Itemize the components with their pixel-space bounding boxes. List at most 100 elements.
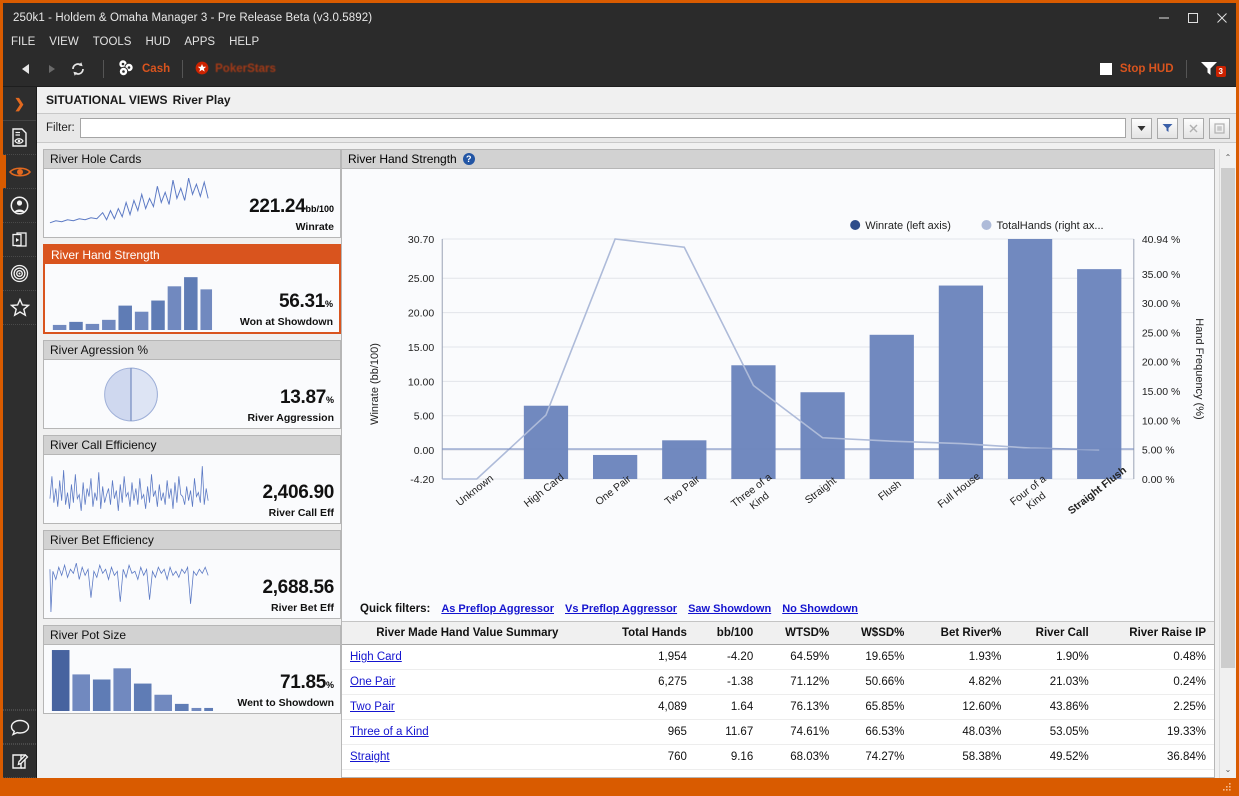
stat-card-value: 71.85	[279, 672, 326, 693]
minimize-icon[interactable]	[1149, 3, 1178, 32]
table-row[interactable]: One Pair 6,275 -1.38 71.12% 50.66% 4.82% 21.03…	[342, 669, 1214, 695]
quick-filter-as-preflop-aggressor[interactable]: As Preflop Aggressor	[441, 603, 554, 615]
table-cell-hand-link[interactable]: Two Pair	[342, 694, 593, 720]
menu-item-help[interactable]: HELP	[229, 36, 260, 48]
help-icon[interactable]: ?	[462, 153, 475, 165]
cash-game-selector[interactable]: Cash	[116, 58, 170, 80]
table-cell: -4.20	[694, 644, 762, 670]
chat-icon[interactable]	[3, 710, 36, 744]
menu-item-hud[interactable]: HUD	[145, 36, 171, 48]
column-header-bet-river[interactable]: Bet River%	[912, 622, 1010, 645]
eye-icon[interactable]	[3, 155, 36, 189]
star-icon[interactable]	[3, 291, 36, 325]
scrollbar-thumb[interactable]	[1221, 168, 1235, 668]
replayer-icon[interactable]	[3, 223, 36, 257]
stat-card-title: River Hole Cards	[44, 150, 340, 169]
table-header-row: River Made Hand Value Summary Total Hand…	[342, 622, 1214, 645]
menu-item-view[interactable]: VIEW	[49, 36, 79, 48]
stat-card-river-bet-efficiency[interactable]: River Bet Efficiency 2,688.56 River Bet …	[43, 530, 341, 619]
quick-filter-vs-preflop-aggressor[interactable]: Vs Preflop Aggressor	[565, 603, 678, 615]
column-header-total-hands[interactable]: Total Hands	[592, 622, 695, 645]
stat-card-river-aggression[interactable]: River Agression % 13.87%	[43, 340, 341, 429]
stat-card-subtitle: Winrate	[295, 221, 334, 233]
stat-card-title: River Pot Size	[44, 626, 340, 645]
menu-item-file[interactable]: FILE	[11, 36, 36, 48]
noise-sparkline-chart	[48, 458, 214, 521]
target-icon[interactable]	[3, 257, 36, 291]
stat-card-kpi: 71.85% Went to Showdown	[214, 672, 334, 711]
content-area: SITUATIONAL VIEWS River Play Filter:	[37, 87, 1236, 778]
column-header-wtsd[interactable]: WTSD%	[761, 622, 838, 645]
table-cell: 4.82%	[912, 669, 1010, 695]
table-cell: 49.52%	[1009, 744, 1097, 770]
column-header-bb100[interactable]: bb/100	[694, 622, 762, 645]
filter-funnel-icon[interactable]	[1199, 60, 1219, 79]
refresh-icon[interactable]	[65, 56, 91, 82]
svg-text:15.00: 15.00	[408, 342, 434, 354]
table-cell-hand-link[interactable]: One Pair	[342, 669, 593, 695]
hand-link[interactable]: Two Pair	[350, 701, 395, 713]
close-icon[interactable]	[1207, 3, 1236, 32]
stat-card-river-call-efficiency[interactable]: River Call Efficiency 2,406.90 River Cal…	[43, 435, 341, 524]
stat-card-river-hole-cards[interactable]: River Hole Cards 221.24bb/100 Winrate	[43, 149, 341, 238]
forward-arrow-icon[interactable]	[39, 56, 65, 82]
hand-link[interactable]: High Card	[350, 651, 402, 663]
breadcrumb-section[interactable]: SITUATIONAL VIEWS	[46, 93, 168, 107]
table-row[interactable]: Two Pair 4,089 1.64 76.13% 65.85% 12.60% 43.86…	[342, 694, 1214, 720]
svg-text:Winrate (left axis): Winrate (left axis)	[865, 220, 951, 232]
column-header-summary[interactable]: River Made Hand Value Summary	[342, 622, 593, 645]
column-header-wsd[interactable]: W$SD%	[837, 622, 913, 645]
stat-card-unit: bb/100	[305, 204, 334, 214]
table-row[interactable]: Three of a Kind 965 11.67 74.61% 66.53% 48.03…	[342, 719, 1214, 745]
svg-text:0.00 %: 0.00 %	[1142, 474, 1175, 486]
vertical-scrollbar[interactable]: ⌃ ⌄	[1219, 149, 1236, 778]
noise-sparkline-chart	[48, 553, 214, 616]
save-filter-button[interactable]	[1209, 117, 1230, 139]
hand-link[interactable]: Three of a Kind	[350, 726, 429, 738]
main-split: River Hole Cards 221.24bb/100 Winrate	[37, 143, 1236, 778]
hand-link[interactable]: One Pair	[350, 676, 396, 688]
column-header-river-call[interactable]: River Call	[1009, 622, 1097, 645]
stat-card-title: River Agression %	[44, 341, 340, 360]
quick-filter-no-showdown[interactable]: No Showdown	[782, 603, 858, 615]
maximize-icon[interactable]	[1178, 3, 1207, 32]
filter-input[interactable]	[79, 118, 1126, 138]
hand-link[interactable]: Straight	[350, 751, 390, 763]
filter-dropdown-button[interactable]	[1131, 117, 1152, 139]
scroll-down-button[interactable]: ⌄	[1224, 765, 1232, 774]
table-row[interactable]: Straight 760 9.16 68.03% 74.27% 58.38% 49.52% 3…	[342, 744, 1214, 770]
stat-card-kpi: 221.24bb/100 Winrate	[214, 196, 334, 235]
table-cell: 66.53%	[837, 719, 913, 745]
column-header-river-raise-ip[interactable]: River Raise IP	[1096, 622, 1214, 645]
scrollbar-track[interactable]	[1220, 166, 1236, 761]
menu-item-apps[interactable]: APPS	[184, 36, 216, 48]
stop-hud-label[interactable]: Stop HUD	[1119, 63, 1174, 75]
table-cell-hand-link[interactable]: Three of a Kind	[342, 719, 593, 745]
breadcrumb-page[interactable]: River Play	[172, 93, 231, 107]
quick-filter-saw-showdown[interactable]: Saw Showdown	[688, 603, 772, 615]
stat-card-kpi: 2,406.90 River Call Eff	[214, 482, 334, 521]
table-row[interactable]: High Card 1,954 -4.20 64.59% 19.65% 1.93% 1.90…	[342, 644, 1214, 670]
stat-card-river-hand-strength[interactable]: River Hand Strength	[43, 244, 341, 334]
svg-text:15.00 %: 15.00 %	[1142, 386, 1181, 398]
site-selector[interactable]: PokerStars	[195, 61, 276, 78]
stat-card-river-pot-size[interactable]: River Pot Size	[43, 625, 341, 714]
stat-card-kpi: 2,688.56 River Bet Eff	[214, 577, 334, 616]
table-cell-hand-link[interactable]: High Card	[342, 644, 593, 670]
expand-chevron-icon[interactable]: ❯	[3, 87, 36, 121]
apply-filter-button[interactable]	[1157, 117, 1178, 139]
svg-text:TotalHands (right ax...: TotalHands (right ax...	[997, 220, 1104, 232]
notes-icon[interactable]	[3, 744, 36, 778]
resize-grip-icon[interactable]	[1222, 781, 1232, 791]
player-icon[interactable]	[3, 189, 36, 223]
table-cell: 48.03%	[912, 719, 1010, 745]
stop-hud-checkbox[interactable]	[1099, 63, 1112, 75]
menu-item-tools[interactable]: TOOLS	[92, 36, 132, 48]
stat-card-subtitle: Went to Showdown	[237, 697, 334, 709]
site-label: PokerStars	[215, 63, 276, 75]
scroll-up-button[interactable]: ⌃	[1224, 153, 1232, 162]
back-arrow-icon[interactable]	[13, 56, 39, 82]
clear-filter-button[interactable]	[1183, 117, 1204, 139]
reports-icon[interactable]	[3, 121, 36, 155]
table-cell-hand-link[interactable]: Straight	[342, 744, 593, 770]
